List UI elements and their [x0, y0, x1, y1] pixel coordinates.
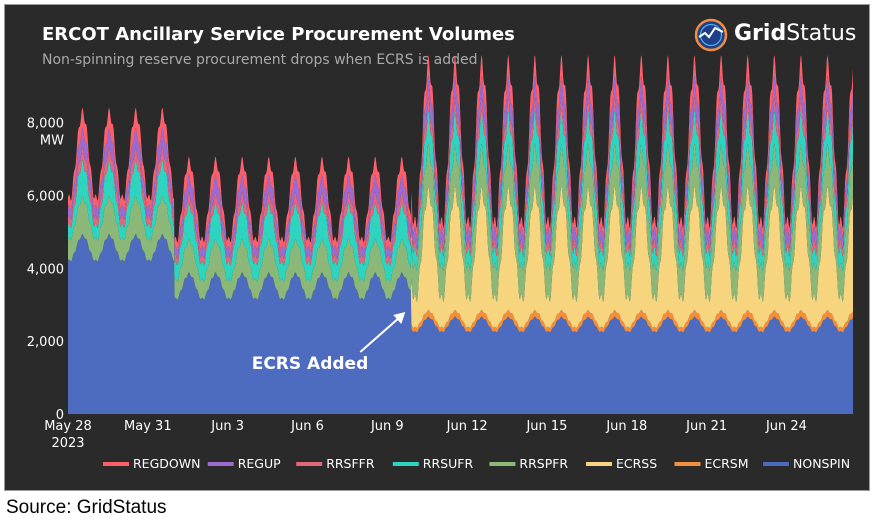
annotation-arrow-line [359, 314, 403, 353]
gridstatus-logo-icon [694, 18, 728, 52]
x-axis: May 28 2023 May 31 Jun 3 Jun 6 Jun 9 Jun 12 Jun… [44, 419, 807, 451]
chart-subtitle: Non-spinning reserve procurement drops w… [42, 52, 478, 68]
area-rrsufr [68, 109, 853, 282]
legend-label: RRSUFR [423, 456, 474, 471]
y-tick-label: 4,000 [27, 262, 64, 277]
source-caption: Source: GridStatus [6, 497, 167, 518]
stacked-area-chart: 0 2,000 4,000 6,000 8,000 MW May 28 2023 May 31… [27, 54, 853, 471]
legend-swatch [207, 462, 234, 466]
y-tick-label: 0 [56, 408, 64, 423]
legend: REGDOWN REGUP RRSFFR RRSUFR RRSPFR ECRSS ECRSM… [103, 456, 850, 471]
x-tick-sublabel: 2023 [51, 436, 84, 451]
annotation-arrow-head [393, 312, 406, 324]
legend-item-ecrss: ECRSS [586, 456, 657, 471]
legend-label: REGUP [238, 456, 281, 471]
legend-item-rrsufr: RRSUFR [392, 456, 474, 471]
x-tick-label: Jun 24 [765, 419, 807, 434]
legend-swatch [763, 462, 789, 466]
x-tick-label: Jun 12 [446, 419, 488, 434]
area-nonspin [68, 234, 853, 414]
legend-swatch [103, 462, 129, 466]
legend-swatch [392, 462, 419, 466]
legend-item-nonspin: NONSPIN [763, 456, 850, 471]
gridstatus-logo: GridStatus [694, 18, 864, 54]
x-tick-label: Jun 21 [685, 419, 727, 434]
chart-title: ERCOT Ancillary Service Procurement Volu… [42, 24, 515, 45]
x-tick-label: Jun 3 [210, 419, 244, 434]
plot-area [68, 54, 853, 414]
legend-swatch [674, 462, 701, 466]
ecrs-annotation: ECRS Added [252, 312, 406, 374]
gridstatus-logo-text: GridStatus [734, 21, 857, 46]
legend-label: RRSPFR [519, 456, 568, 471]
y-tick-label: 8,000 [27, 117, 64, 132]
legend-swatch [296, 462, 323, 466]
legend-label: ECRSM [705, 456, 749, 471]
x-tick-label: May 31 [124, 419, 172, 434]
legend-swatch [489, 462, 516, 466]
legend-label: RRSFFR [326, 456, 375, 471]
x-tick-label: May 28 [44, 419, 92, 434]
area-rrspfr [68, 143, 853, 302]
legend-item-ecrsm: ECRSM [674, 456, 749, 471]
legend-item-rrsffr: RRSFFR [296, 456, 375, 471]
x-tick-label: Jun 15 [525, 419, 567, 434]
legend-item-regup: REGUP [207, 456, 281, 471]
x-tick-label: Jun 6 [290, 419, 324, 434]
x-tick-label: Jun 18 [605, 419, 647, 434]
legend-label: ECRSS [616, 456, 657, 471]
annotation-text: ECRS Added [252, 354, 369, 374]
area-regdown [68, 54, 853, 251]
y-axis-label: MW [40, 134, 64, 149]
legend-label: NONSPIN [793, 456, 850, 471]
y-tick-label: 2,000 [27, 335, 64, 350]
area-ecrss [68, 186, 853, 328]
y-axis: 0 2,000 4,000 6,000 8,000 MW [27, 117, 64, 423]
y-tick-label: 6,000 [27, 189, 64, 204]
legend-swatch [586, 462, 612, 466]
legend-label: REGDOWN [133, 456, 200, 471]
area-regup [68, 75, 853, 260]
legend-item-regdown: REGDOWN [103, 456, 200, 471]
x-tick-label: Jun 9 [370, 419, 404, 434]
legend-item-rrspfr: RRSPFR [489, 456, 568, 471]
